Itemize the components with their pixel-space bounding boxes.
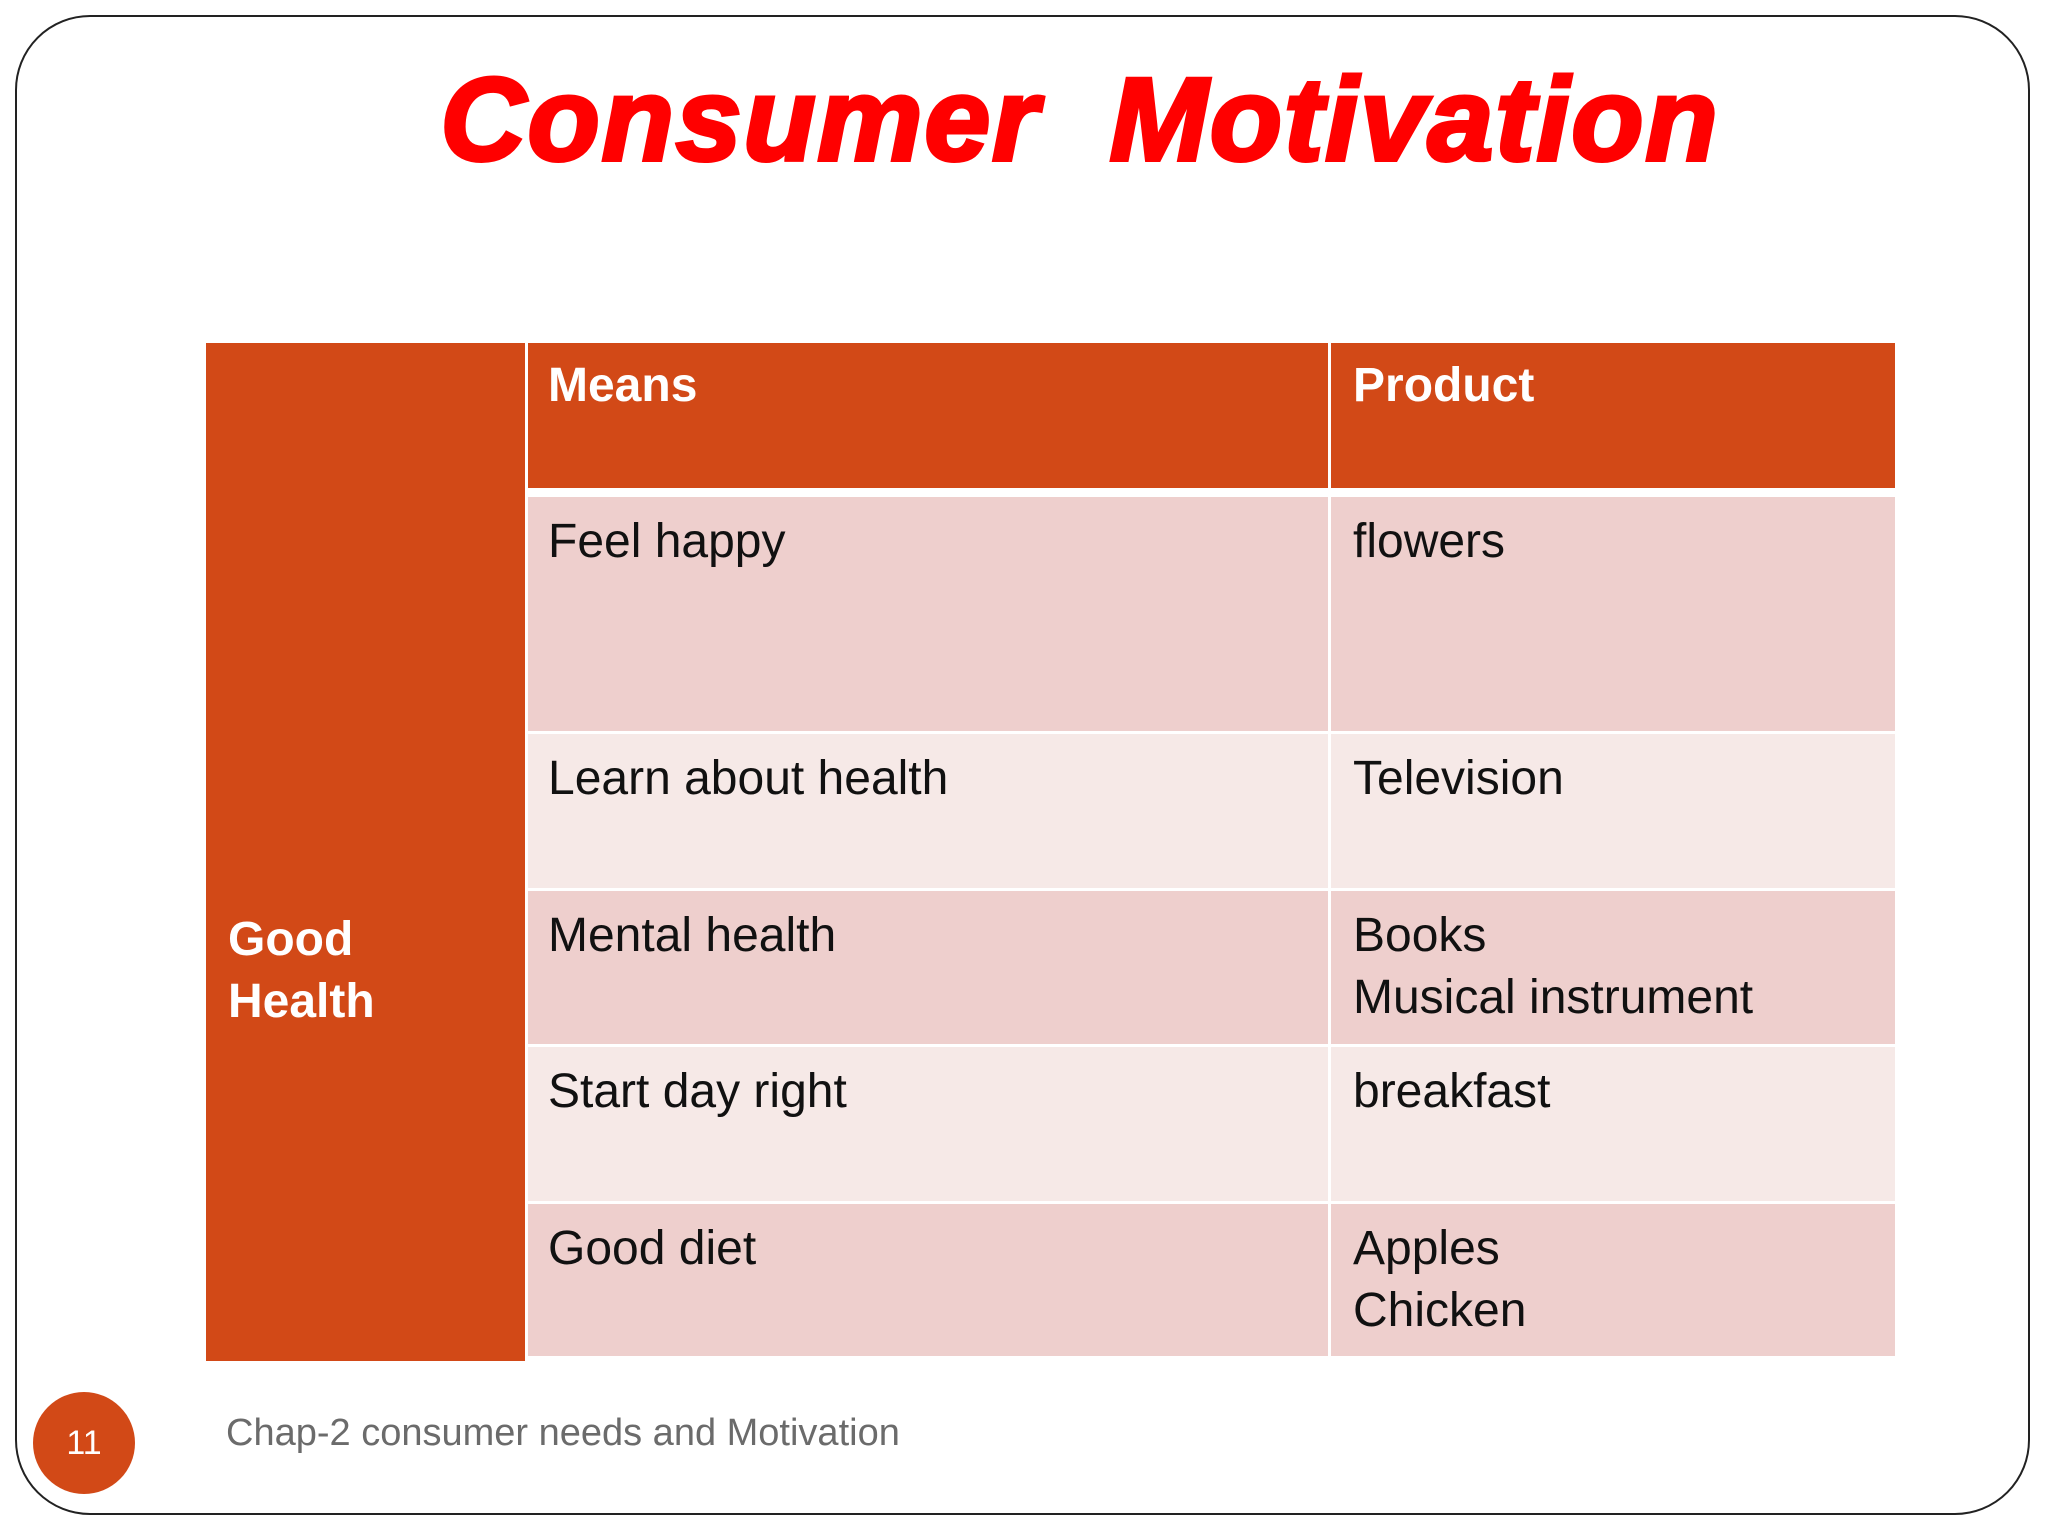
product-item: Chicken — [1353, 1284, 1527, 1337]
means-cell: Learn about health — [528, 734, 1331, 888]
goal-label-line: Health — [228, 975, 375, 1028]
footer-text: Chap-2 consumer needs and Motivation — [226, 1412, 900, 1454]
product-cell: flowers — [1331, 497, 1895, 731]
product-item: Books — [1353, 909, 1487, 962]
page-number-badge: 11 — [33, 1392, 135, 1494]
product-item: flowers — [1353, 515, 1506, 568]
motivation-table: Means Product Feel happy flowers Learn a… — [528, 343, 1895, 1356]
slide-frame — [15, 15, 2030, 1515]
means-cell: Start day right — [528, 1047, 1331, 1201]
product-cell: Apples Chicken — [1331, 1204, 1895, 1356]
table-row: Good diet Apples Chicken — [528, 1201, 1895, 1356]
goal-cell: Good Health — [206, 343, 525, 1361]
means-cell: Mental health — [528, 891, 1331, 1044]
header-product: Product — [1353, 359, 1535, 412]
header-means: Means — [528, 343, 1331, 488]
means-cell: Feel happy — [528, 497, 1331, 731]
product-item: Television — [1353, 752, 1564, 805]
table-row: Start day right breakfast — [528, 1044, 1895, 1201]
slide-title: Consumer Motivation — [438, 52, 1720, 188]
means-cell: Good diet — [528, 1204, 1331, 1356]
product-item: breakfast — [1353, 1065, 1551, 1118]
table-header-row: Means Product — [528, 343, 1895, 494]
product-item: Musical instrument — [1353, 971, 1754, 1024]
product-cell: breakfast — [1331, 1047, 1895, 1201]
goal-label-line: Good — [228, 913, 354, 966]
table-row: Learn about health Television — [528, 731, 1895, 888]
product-cell: Television — [1331, 734, 1895, 888]
product-cell: Books Musical instrument — [1331, 891, 1895, 1044]
goal-label: Good Health — [228, 909, 508, 1033]
table-row: Mental health Books Musical instrument — [528, 888, 1895, 1044]
product-item: Apples — [1353, 1222, 1500, 1275]
table-row: Feel happy flowers — [528, 494, 1895, 731]
